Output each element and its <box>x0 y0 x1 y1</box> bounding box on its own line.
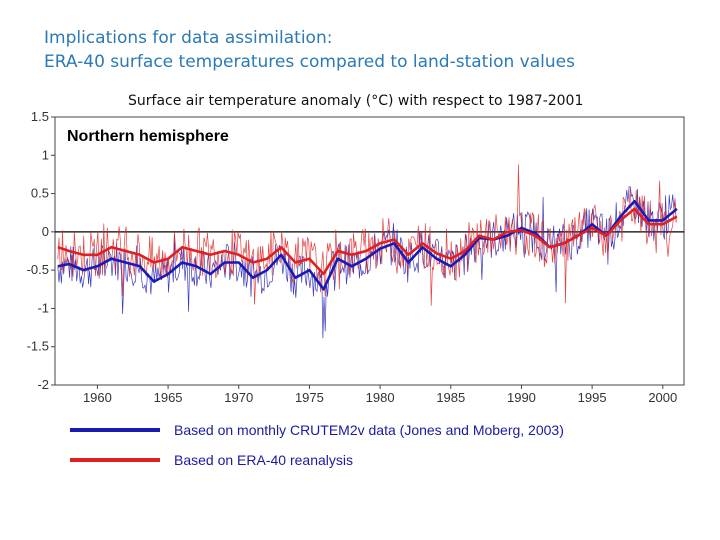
plot-frame <box>54 116 685 386</box>
y-tick-label: -0.5 <box>27 262 49 277</box>
y-axis: 1.5 1 0.5 0 -0.5 -1 -1.5 -2 <box>27 109 55 392</box>
x-tick-label: 1965 <box>154 390 183 405</box>
page-title-line-2: ERA-40 surface temperatures compared to … <box>44 52 575 72</box>
y-tick-label: 0.5 <box>31 186 49 201</box>
series-monthly-line-1 <box>57 164 677 306</box>
legend-item-era40: Based on ERA-40 reanalysis <box>70 450 353 470</box>
panel-label-box <box>63 124 245 146</box>
x-tick-label: 1970 <box>224 390 253 405</box>
x-tick-label: 1960 <box>83 390 112 405</box>
x-tick-label: 1980 <box>366 390 395 405</box>
y-tick-label: 1 <box>42 147 49 162</box>
legend-swatch-red <box>70 458 160 462</box>
legend-item-crutem: Based on monthly CRUTEM2v data (Jones an… <box>70 420 564 440</box>
x-axis: 1960 1965 1970 1975 1980 1985 1990 1995 2000 <box>83 385 677 405</box>
legend-label-crutem: Based on monthly CRUTEM2v data (Jones an… <box>174 422 564 438</box>
y-tick-label: 1.5 <box>31 109 49 124</box>
x-tick-label: 1985 <box>436 390 465 405</box>
x-tick-label: 1995 <box>578 390 607 405</box>
series-smoothed-line-1 <box>57 207 678 276</box>
legend-label-era40: Based on ERA-40 reanalysis <box>174 452 353 468</box>
legend-swatch-blue <box>70 428 160 432</box>
x-tick-label: 2000 <box>648 390 677 405</box>
y-tick-label: -2 <box>37 377 49 392</box>
panel-label: Northern hemisphere <box>67 128 229 145</box>
y-tick-label: 0 <box>42 224 49 239</box>
x-tick-label: 1975 <box>295 390 324 405</box>
y-tick-label: -1 <box>37 300 49 315</box>
y-tick-label: -1.5 <box>27 339 49 354</box>
series-group <box>57 164 678 339</box>
chart-title: Surface air temperature anomaly (°C) wit… <box>128 93 584 109</box>
x-tick-label: 1990 <box>507 390 536 405</box>
page-title-line-1: Implications for data assimilation: <box>44 28 333 48</box>
